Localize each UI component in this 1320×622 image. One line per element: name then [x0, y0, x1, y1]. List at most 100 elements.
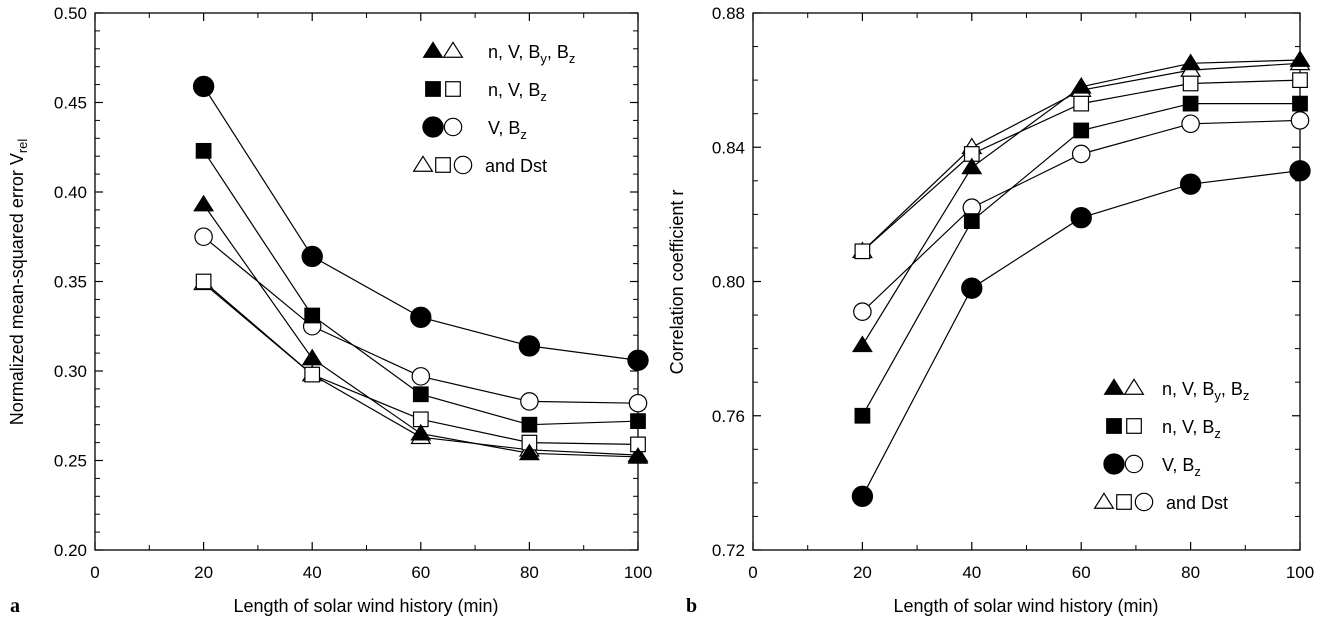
data-point-circle-filled — [627, 349, 649, 371]
legend-label-subscript: z — [1243, 388, 1250, 403]
data-point-square-open — [1073, 95, 1090, 112]
x-tick-label: 80 — [520, 563, 539, 582]
data-point-square-filled — [195, 142, 212, 159]
legend-label: V, Bz — [488, 118, 527, 142]
legend-marker-square-filled — [1106, 418, 1122, 434]
legend-label-subscript: z — [520, 127, 527, 142]
data-point-circle-open — [520, 392, 539, 411]
data-point-square-open — [304, 366, 321, 383]
legend-label-text: V, B — [1162, 455, 1194, 475]
data-point-circle-open — [1181, 114, 1200, 134]
data-point-circle-open — [1290, 111, 1310, 130]
y-tick-label: 0.50 — [54, 4, 87, 23]
legend-label: n, V, Bz — [1162, 417, 1221, 441]
data-point-triangle-filled — [193, 194, 215, 212]
legend-marker-square-filled — [425, 81, 441, 97]
y-tick-label: 0.45 — [54, 94, 87, 113]
data-point-circle-open — [411, 367, 431, 386]
data-point-triangle-filled — [1289, 50, 1311, 67]
legend-marker-triangle-filled — [422, 41, 444, 58]
x-tick-label: 60 — [411, 563, 430, 582]
x-tick-label: 20 — [194, 563, 213, 582]
data-point-circle-filled — [1289, 160, 1311, 182]
x-tick-label: 40 — [303, 563, 322, 582]
y-tick-label: 0.76 — [712, 407, 745, 426]
panel-a-legend: n, V, By, Bz n, V, Bz V, Bz and Dst — [412, 41, 575, 176]
panel-a-plot-frame — [94, 12, 639, 551]
data-point-square-filled — [304, 307, 321, 324]
legend-marker-circle-filled — [1103, 453, 1125, 475]
panel-a-ticks: 0 20 40 60 80 100 0.20 0.25 0.30 0.35 0.40 0.45 0.50 — [54, 4, 652, 582]
legend-label-text: n, V, B — [1162, 379, 1214, 399]
panel-a-x-axis-label: Length of solar wind history (min) — [233, 596, 498, 616]
panel-a-label: a — [10, 595, 20, 617]
x-tick-label: 60 — [1072, 563, 1091, 582]
data-point-square-filled — [963, 213, 980, 229]
data-point-square-open — [1182, 75, 1199, 92]
legend-label-text: and Dst — [485, 156, 547, 176]
data-point-triangle-filled — [627, 447, 649, 464]
x-tick-label: 0 — [748, 563, 757, 582]
legend-label: V, Bz — [1162, 455, 1201, 479]
y-tick-label: 0.30 — [54, 362, 87, 381]
data-point-square-filled — [521, 416, 538, 433]
x-tick-label: 100 — [624, 563, 652, 582]
legend-marker-circle-filled — [422, 116, 444, 138]
data-point-square-filled — [1073, 122, 1090, 139]
data-point-circle-filled — [410, 306, 432, 328]
legend-marker-square-open — [445, 81, 461, 97]
legend-label: and Dst — [1166, 493, 1228, 513]
x-tick-label: 20 — [853, 563, 872, 582]
y-tick-label: 0.20 — [54, 541, 87, 560]
data-point-square-filled — [1292, 95, 1308, 112]
data-point-square-open — [854, 243, 871, 260]
data-point-triangle-filled — [518, 443, 540, 461]
legend-label: n, V, By, Bz — [488, 42, 575, 66]
data-point-circle-open — [628, 393, 648, 413]
legend-label: n, V, Bz — [488, 80, 547, 104]
data-point-triangle-filled — [410, 423, 432, 441]
legend-label-subscript: y — [540, 51, 547, 66]
panel-b-chart: 0 20 40 60 80 100 0.72 0.76 0.80 0.84 0.88 n, V, B… — [667, 4, 1314, 617]
data-point-circle-filled — [301, 245, 323, 268]
x-tick-label: 40 — [962, 563, 981, 582]
legend-label-subscript: z — [1214, 426, 1221, 441]
legend-marker-triangle-filled — [1103, 378, 1125, 395]
legend-marker-triangle-open — [412, 155, 434, 172]
legend-label-subscript: y — [1214, 388, 1221, 403]
legend-label-text: and Dst — [1166, 493, 1228, 513]
panel-b-x-axis-label: Length of solar wind history (min) — [893, 596, 1158, 616]
panel-a-chart: 0 20 40 60 80 100 0.20 0.25 0.30 0.35 0.40 0.45 0.50… — [7, 4, 652, 617]
data-point-square-filled — [412, 386, 429, 403]
y-tick-label: 0.84 — [712, 138, 745, 157]
legend-marker-triangle-open — [442, 41, 464, 58]
x-tick-label: 100 — [1286, 563, 1314, 582]
data-point-circle-filled — [192, 75, 215, 98]
data-point-square-filled — [854, 407, 871, 424]
y-tick-label: 0.25 — [54, 452, 87, 471]
x-tick-label: 0 — [90, 563, 99, 582]
data-point-circle-open — [1071, 144, 1091, 164]
panel-a-y-axis-label-main: Normalized mean-squared error V — [7, 153, 27, 425]
data-point-circle-filled — [1070, 207, 1092, 229]
legend-label-subscript: z — [569, 51, 576, 66]
legend-label: n, V, By, Bz — [1162, 379, 1249, 403]
legend-label-text-cont: , B — [1221, 379, 1243, 399]
data-point-square-filled — [630, 413, 646, 429]
y-tick-label: 0.88 — [712, 4, 745, 23]
panel-a-y-axis-label: Normalized mean-squared error Vrel — [7, 139, 30, 426]
data-point-triangle-filled — [851, 335, 873, 353]
legend-marker-circle-open — [443, 117, 463, 137]
data-point-triangle-filled — [1070, 77, 1092, 94]
data-point-circle-open — [853, 302, 872, 321]
y-tick-label: 0.35 — [54, 273, 87, 292]
data-point-circle-filled — [518, 335, 541, 357]
legend-marker-triangle-open — [1093, 492, 1115, 509]
panel-b-markers — [851, 50, 1311, 507]
legend-label-text: n, V, B — [1162, 417, 1214, 437]
data-point-triangle-filled — [961, 157, 983, 175]
data-point-circle-filled — [851, 485, 874, 507]
legend-marker-circle-open — [453, 155, 473, 175]
data-point-circle-filled — [961, 277, 983, 299]
